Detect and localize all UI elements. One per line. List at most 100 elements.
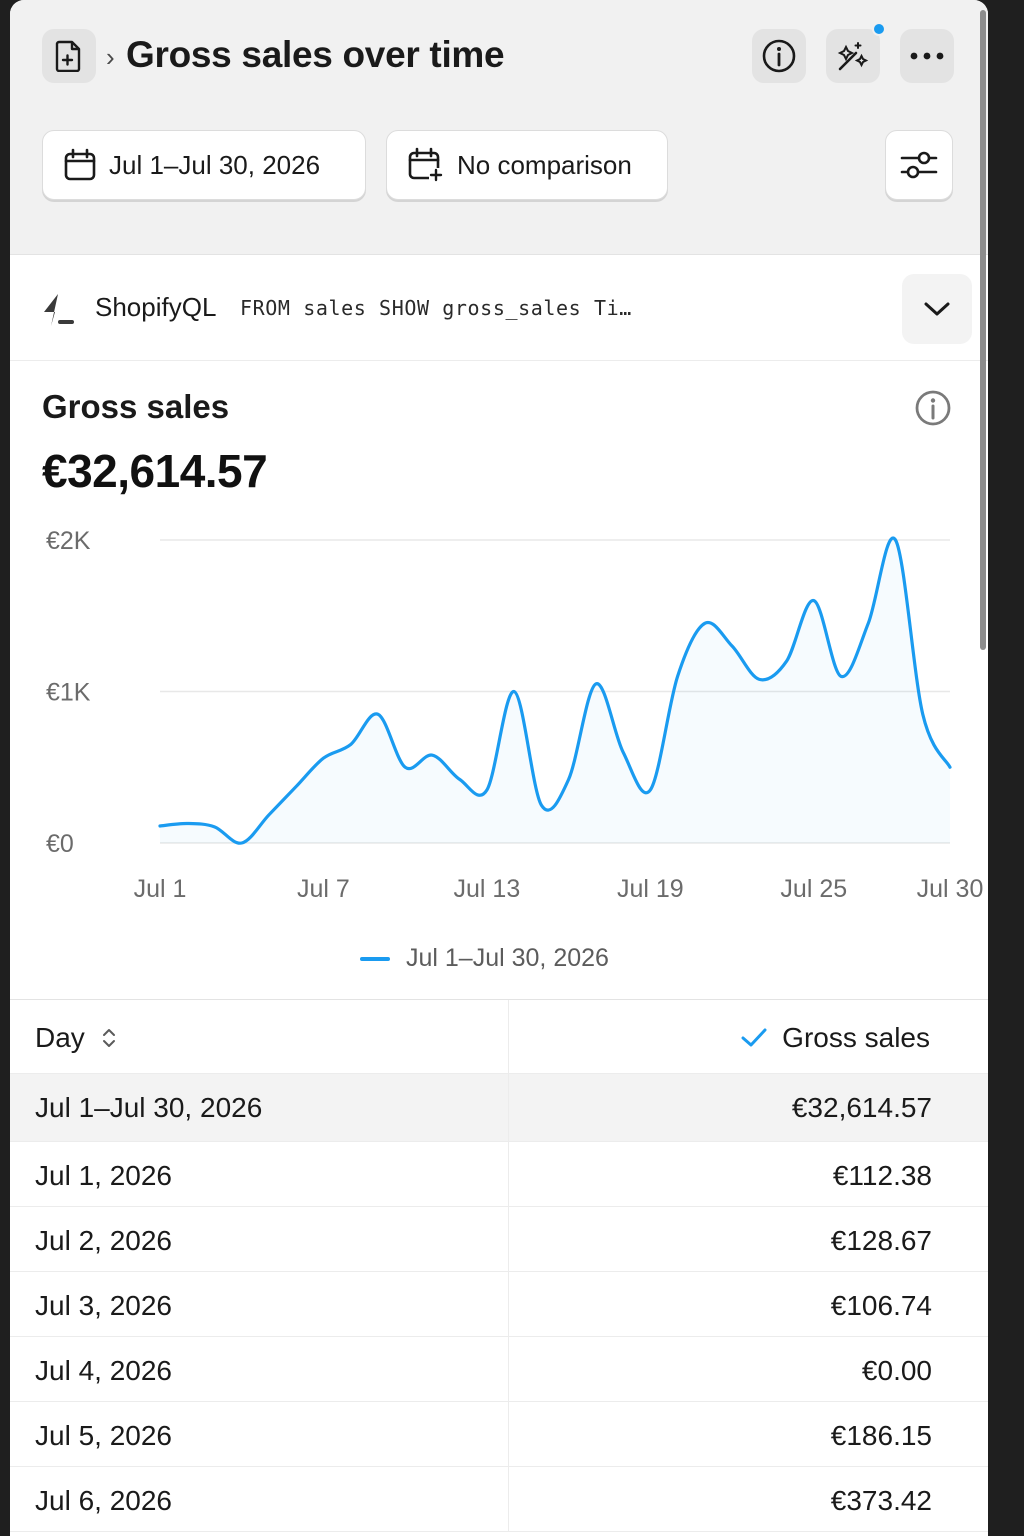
data-point[interactable] xyxy=(320,755,326,761)
column-divider xyxy=(508,1000,509,1073)
data-point[interactable] xyxy=(702,620,708,626)
data-point[interactable] xyxy=(457,776,463,782)
shopifyql-bar[interactable]: ShopifyQL FROM sales SHOW gross_sales Ti… xyxy=(10,256,988,361)
data-point[interactable] xyxy=(375,711,381,717)
row-day: Jul 6, 2026 xyxy=(35,1485,172,1516)
column-divider xyxy=(508,1467,509,1531)
more-actions-button[interactable] xyxy=(900,29,954,83)
table-row[interactable]: Jul 4, 2026 €0.00 xyxy=(10,1337,988,1402)
scrollbar[interactable] xyxy=(980,10,986,650)
info-icon xyxy=(762,39,796,73)
data-point[interactable] xyxy=(239,840,245,846)
magic-wand-icon xyxy=(837,42,869,71)
chevron-down-icon xyxy=(924,302,950,316)
x-tick-label: Jul 7 xyxy=(297,875,350,903)
data-point[interactable] xyxy=(893,537,899,543)
table-row[interactable]: Jul 3, 2026 €106.74 xyxy=(10,1272,988,1337)
calendar-icon xyxy=(64,148,96,181)
gross-sales-line-chart: €2K€1K€0 Jul 1 Jul 7 Jul 13 Jul 19 Jul 25 Jul… xyxy=(46,527,984,903)
expand-query-button[interactable] xyxy=(902,274,972,344)
data-point[interactable] xyxy=(838,673,844,679)
metric-value: €32,614.57 xyxy=(42,445,268,497)
data-point[interactable] xyxy=(811,598,817,604)
data-point[interactable] xyxy=(620,749,626,755)
chart-legend[interactable]: Jul 1–Jul 30, 2026 xyxy=(360,944,609,973)
data-point[interactable] xyxy=(729,643,735,649)
info-button[interactable] xyxy=(752,29,806,83)
y-tick-label: €1K xyxy=(46,679,91,707)
row-value: €373.42 xyxy=(830,1485,932,1516)
date-range-label: Jul 1–Jul 30, 2026 xyxy=(109,149,321,180)
metric-title: Gross sales xyxy=(42,388,230,425)
sidekick-button[interactable] xyxy=(826,29,880,83)
data-point[interactable] xyxy=(402,764,408,770)
chart-grid xyxy=(160,539,950,844)
notification-dot xyxy=(872,22,886,36)
data-point[interactable] xyxy=(348,742,354,748)
data-point[interactable] xyxy=(429,752,435,758)
table-row[interactable]: Jul 5, 2026 €186.15 xyxy=(10,1402,988,1467)
data-point[interactable] xyxy=(184,821,190,827)
data-point[interactable] xyxy=(484,787,490,793)
data-point[interactable] xyxy=(865,620,871,626)
gross-sales-column-label: Gross sales xyxy=(782,1022,930,1053)
data-point[interactable] xyxy=(756,676,762,682)
data-point[interactable] xyxy=(157,823,163,829)
column-divider xyxy=(508,1074,509,1141)
query-text[interactable]: FROM sales SHOW gross_sales Ti… xyxy=(240,296,632,320)
y-axis-ticks: €2K €1K €0 xyxy=(46,527,91,858)
row-day: Jul 1, 2026 xyxy=(35,1160,172,1191)
comparison-picker[interactable]: No comparison xyxy=(386,130,668,200)
data-point[interactable] xyxy=(784,658,790,664)
gross-sales-column-header[interactable]: Gross sales xyxy=(740,1022,930,1054)
data-point[interactable] xyxy=(593,681,599,687)
file-chart-icon xyxy=(55,40,81,72)
column-divider xyxy=(508,1272,509,1336)
x-tick-label: Jul 30 xyxy=(917,875,984,903)
breadcrumb-separator: › xyxy=(106,42,115,72)
data-point[interactable] xyxy=(538,802,544,808)
data-point[interactable] xyxy=(947,764,953,770)
data-point[interactable] xyxy=(920,711,926,717)
x-tick-label: Jul 19 xyxy=(617,875,684,903)
series-area xyxy=(160,538,950,844)
total-value: €32,614.57 xyxy=(791,1092,932,1123)
shopifyql-label: ShopifyQL xyxy=(95,292,217,322)
data-point[interactable] xyxy=(511,689,517,695)
date-range-picker[interactable]: Jul 1–Jul 30, 2026 xyxy=(42,130,366,200)
display-settings-button[interactable] xyxy=(885,130,953,200)
data-point[interactable] xyxy=(675,673,681,679)
x-axis-ticks: Jul 1 Jul 7 Jul 13 Jul 19 Jul 25 Jul 30 xyxy=(134,875,984,903)
x-tick-label: Jul 13 xyxy=(454,875,521,903)
data-point[interactable] xyxy=(211,824,217,830)
table-row[interactable]: Jul 1, 2026 €112.38 xyxy=(10,1142,988,1207)
data-point[interactable] xyxy=(566,776,572,782)
data-point[interactable] xyxy=(647,787,653,793)
table-row[interactable]: Jul 6, 2026 €373.42 xyxy=(10,1467,988,1532)
y-tick-label: €0 xyxy=(46,830,74,858)
report-file-button[interactable] xyxy=(42,29,96,83)
sort-icon[interactable] xyxy=(101,1026,117,1050)
table-header-row: Day Gross sales xyxy=(10,1000,988,1074)
day-column-header[interactable]: Day xyxy=(35,1022,117,1054)
column-divider xyxy=(508,1207,509,1271)
column-divider xyxy=(508,1402,509,1466)
checkmark-icon xyxy=(741,1028,767,1047)
report-header: › Gross sales over time xyxy=(10,0,988,255)
y-tick-label: €2K xyxy=(46,527,91,555)
table-row[interactable]: Jul 2, 2026 €128.67 xyxy=(10,1207,988,1272)
metric-info-icon[interactable] xyxy=(914,389,952,427)
sliders-icon xyxy=(900,151,938,179)
row-value: €186.15 xyxy=(830,1420,932,1451)
data-point[interactable] xyxy=(293,783,299,789)
row-day: Jul 4, 2026 xyxy=(35,1355,172,1386)
report-window: › Gross sales over time xyxy=(10,0,988,1536)
more-horizontal-icon xyxy=(910,52,944,60)
legend-label: Jul 1–Jul 30, 2026 xyxy=(406,944,609,972)
table-total-row[interactable]: Jul 1–Jul 30, 2026 €32,614.57 xyxy=(10,1074,988,1142)
row-value: €0.00 xyxy=(861,1355,932,1386)
data-table: Day Gross sales Jul 1–Jul 30, 2026 €32,6… xyxy=(10,999,988,1532)
day-column-label: Day xyxy=(35,1022,85,1053)
data-point[interactable] xyxy=(266,812,272,818)
column-divider xyxy=(508,1337,509,1401)
